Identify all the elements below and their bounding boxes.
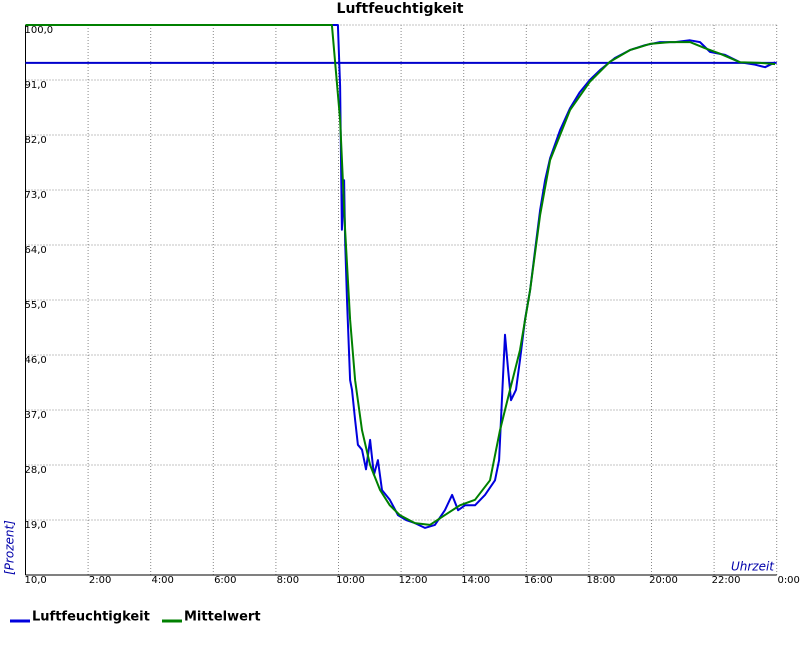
series-line <box>25 24 776 526</box>
y-tick-label: 73,0 <box>25 190 47 201</box>
x-tick-label: 22:00 <box>712 575 741 586</box>
y-tick-label: 55,0 <box>25 300 47 311</box>
y-tick-label: 10,0 <box>25 575 47 586</box>
legend-label: Luftfeuchtigkeit <box>32 610 150 625</box>
x-axis-label: Uhrzeit <box>731 560 775 574</box>
x-tick-label: 16:00 <box>524 575 553 586</box>
y-tick-label: 28,0 <box>25 465 47 476</box>
x-tick-label: 18:00 <box>586 575 615 586</box>
x-tick-label: 14:00 <box>461 575 490 586</box>
y-tick-label: 19,0 <box>25 520 47 531</box>
x-tick-label: 6:00 <box>214 575 236 586</box>
x-tick-label: 4:00 <box>151 575 173 586</box>
x-tick-label: 2:00 <box>89 575 111 586</box>
legend-label: Mittelwert <box>184 610 261 625</box>
x-tick-label: 12:00 <box>399 575 428 586</box>
y-axis-label: [Prozent] <box>3 520 17 575</box>
y-tick-label: 64,0 <box>25 245 47 256</box>
y-tick-label: 46,0 <box>25 355 47 366</box>
x-tick-label: 20:00 <box>649 575 678 586</box>
y-tick-label: 91,0 <box>25 80 47 91</box>
series-line <box>25 24 776 529</box>
x-tick-label: 8:00 <box>277 575 299 586</box>
x-tick-label: 10:00 <box>336 575 365 586</box>
x-tick-label: 0:00 <box>777 575 799 586</box>
y-tick-label: 37,0 <box>25 410 47 421</box>
chart-title: Luftfeuchtigkeit <box>337 1 464 17</box>
y-tick-label: 100,0 <box>25 25 54 36</box>
y-tick-label: 82,0 <box>25 135 47 146</box>
